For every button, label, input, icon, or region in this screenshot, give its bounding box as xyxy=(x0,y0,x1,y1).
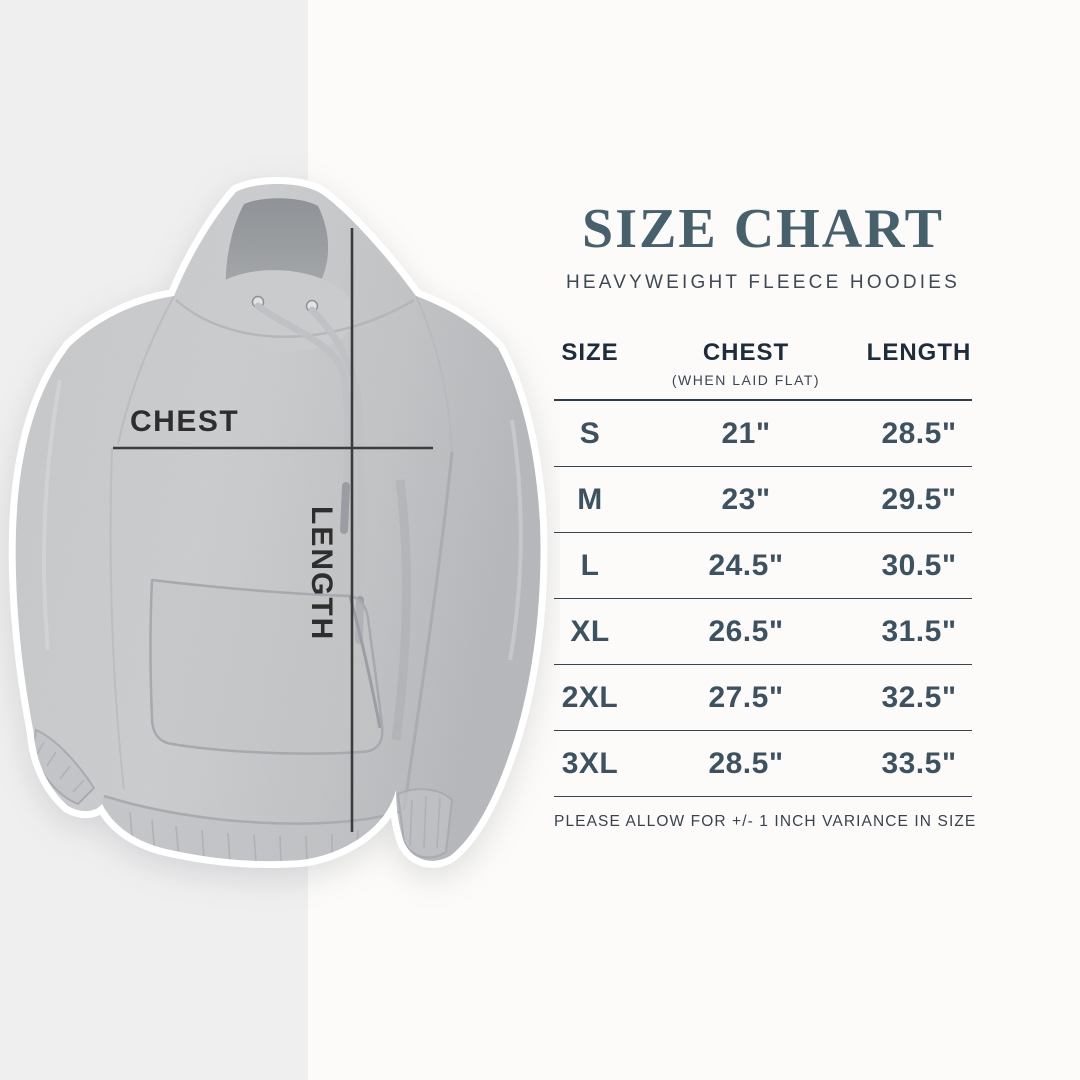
armhole-seam-right xyxy=(415,295,453,453)
length-value-cell: 28.5" xyxy=(881,416,957,450)
hem-seam xyxy=(103,794,401,825)
chest-value-cell: 21" xyxy=(721,416,771,450)
kangaroo-pocket xyxy=(149,578,384,755)
size-cell: S xyxy=(579,416,601,450)
chest-value-cell: 23" xyxy=(721,482,771,516)
cuff-right-ribbing xyxy=(409,795,441,849)
armhole-seam-left xyxy=(117,295,175,445)
cuff-left-ribbing xyxy=(35,741,85,793)
table-body: S 21" 28.5" M 23" 29.5" L 24.5" 30.5" XL 26.5" 31.5… xyxy=(554,401,972,797)
size-cell: L xyxy=(580,548,600,582)
sleeve-edge-right xyxy=(402,451,454,811)
sleeve-shadow-right xyxy=(391,479,411,741)
size-cell: M xyxy=(577,482,603,516)
drawstring-right xyxy=(308,306,365,604)
table-row: L 24.5" 30.5" xyxy=(554,533,972,599)
size-cell: 3XL xyxy=(561,746,619,780)
drawstring-left-tip xyxy=(340,482,350,534)
table-row: S 21" 28.5" xyxy=(554,401,972,467)
column-header-size: SIZE xyxy=(561,339,619,366)
side-seam-left xyxy=(109,447,125,791)
hood-front-panel xyxy=(207,270,355,352)
chest-value-cell: 24.5" xyxy=(708,548,784,582)
measurement-overlay: CHEST LENGTH xyxy=(113,228,433,832)
chest-sublabel: (WHEN LAID FLAT) xyxy=(671,372,821,388)
size-chart-panel: SIZE CHART HEAVYWEIGHT FLEECE HOODIES SI… xyxy=(554,198,977,831)
drawstring-left xyxy=(254,302,352,490)
table-header-row: SIZE CHEST (WHEN LAID FLAT) LENGTH xyxy=(554,339,972,401)
table-row: M 23" 29.5" xyxy=(554,467,972,533)
page-subtitle: HEAVYWEIGHT FLEECE HOODIES xyxy=(566,272,960,293)
sleeve-highlight-right xyxy=(508,419,523,661)
size-cell: XL xyxy=(570,614,610,648)
column-header-length: LENGTH xyxy=(866,339,972,366)
chest-value-cell: 26.5" xyxy=(708,614,784,648)
length-value-cell: 30.5" xyxy=(881,548,957,582)
chest-value-cell: 27.5" xyxy=(708,680,784,714)
table-row: 3XL 28.5" 33.5" xyxy=(554,731,972,797)
table-row: XL 26.5" 31.5" xyxy=(554,599,972,665)
chest-label: CHEST xyxy=(130,405,239,438)
length-label: LENGTH xyxy=(305,506,338,641)
variance-note: PLEASE ALLOW FOR +/- 1 INCH VARIANCE IN … xyxy=(554,813,977,830)
hoodie-photo: CHEST LENGTH xyxy=(0,0,560,1080)
hoodie-details xyxy=(30,198,523,862)
size-table: SIZE CHEST (WHEN LAID FLAT) LENGTH S 21" 2… xyxy=(554,339,972,797)
neck-seam xyxy=(175,298,415,338)
pocket-opening-seam xyxy=(348,595,382,729)
table-row: 2XL 27.5" 32.5" xyxy=(554,665,972,731)
column-header-chest: CHEST (WHEN LAID FLAT) xyxy=(671,339,821,388)
page-title: SIZE CHART xyxy=(582,198,944,260)
size-cell: 2XL xyxy=(561,680,619,714)
length-value-cell: 31.5" xyxy=(881,614,957,648)
length-value-cell: 29.5" xyxy=(881,482,957,516)
length-value-cell: 33.5" xyxy=(881,746,957,780)
sleeve-highlight-left xyxy=(42,379,62,651)
hoodie-svg: CHEST LENGTH xyxy=(0,0,560,1080)
chest-value-cell: 28.5" xyxy=(708,746,784,780)
hoodie-illustration xyxy=(16,184,541,862)
length-value-cell: 32.5" xyxy=(881,680,957,714)
